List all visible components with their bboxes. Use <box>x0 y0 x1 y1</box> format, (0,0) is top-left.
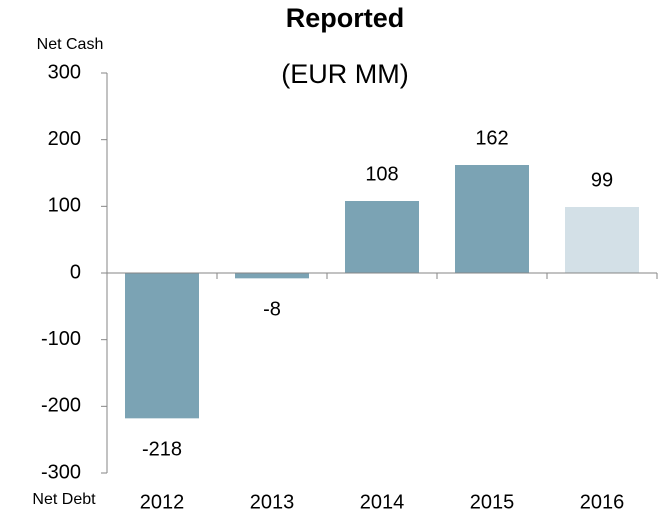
data-label: 99 <box>591 169 613 191</box>
chart-title: Reported <box>286 3 405 33</box>
y-tick-label: -300 <box>41 461 81 483</box>
bar <box>565 207 639 273</box>
y-tick-label: -100 <box>41 328 81 350</box>
y-label-top: Net Cash <box>37 36 104 53</box>
bar <box>125 273 199 419</box>
bar <box>345 201 419 273</box>
data-label: 108 <box>365 163 398 185</box>
x-tick-label: 2014 <box>360 491 405 513</box>
chart-subtitle: (EUR MM) <box>281 59 408 89</box>
y-tick-label: 100 <box>48 195 81 217</box>
data-label: -8 <box>263 299 281 321</box>
bar <box>455 165 529 273</box>
y-tick-label: 200 <box>48 128 81 150</box>
y-label-bottom: Net Debt <box>32 491 96 508</box>
data-label: -218 <box>142 439 182 461</box>
x-tick-label: 2012 <box>140 491 185 513</box>
data-label: 162 <box>475 127 508 149</box>
y-tick-label: 300 <box>48 61 81 83</box>
x-tick-label: 2015 <box>470 491 515 513</box>
y-tick-label: 0 <box>70 261 81 283</box>
x-tick-label: 2016 <box>580 491 625 513</box>
bar <box>235 273 309 279</box>
x-tick-label: 2013 <box>250 491 295 513</box>
y-tick-label: -200 <box>41 395 81 417</box>
